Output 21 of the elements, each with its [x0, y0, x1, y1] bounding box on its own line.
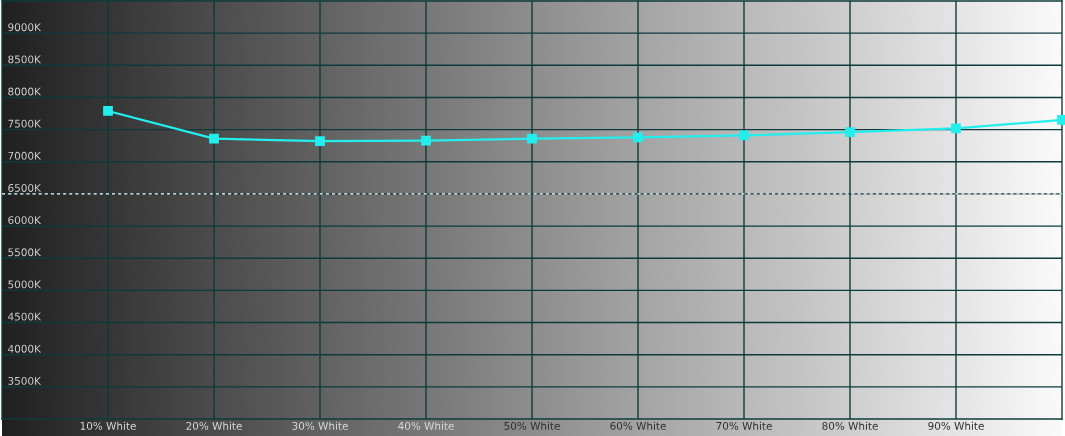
- y-tick-label: 8500K: [8, 55, 42, 64]
- y-tick-label: 6500K: [8, 184, 42, 192]
- y-tick-label: 3500K: [8, 376, 42, 385]
- y-tick-label: 6000K: [8, 216, 42, 225]
- y-tick-label: 5000K: [8, 280, 42, 289]
- x-tick-label: 30% White: [292, 421, 348, 430]
- x-tick-label: 70% White: [716, 421, 772, 430]
- y-tick-label: 7500K: [8, 119, 42, 128]
- y-tick-label: 8000K: [8, 87, 42, 96]
- y-tick-label: 5500K: [8, 248, 42, 257]
- y-tick-label: 4500K: [8, 312, 42, 321]
- x-tick-label: 20% White: [186, 421, 242, 430]
- y-tick-label: 9000K: [8, 23, 42, 32]
- x-tick-label: 40% White: [398, 421, 454, 430]
- y-tick-label: 7000K: [8, 151, 42, 160]
- x-tick-label: 80% White: [822, 421, 878, 430]
- x-tick-label: 50% White: [504, 421, 560, 430]
- y-tick-label: 4000K: [8, 344, 42, 353]
- x-tick-label: 90% White: [928, 421, 984, 430]
- x-tick-label: 10% White: [80, 421, 136, 430]
- x-tick-label: 60% White: [610, 421, 666, 430]
